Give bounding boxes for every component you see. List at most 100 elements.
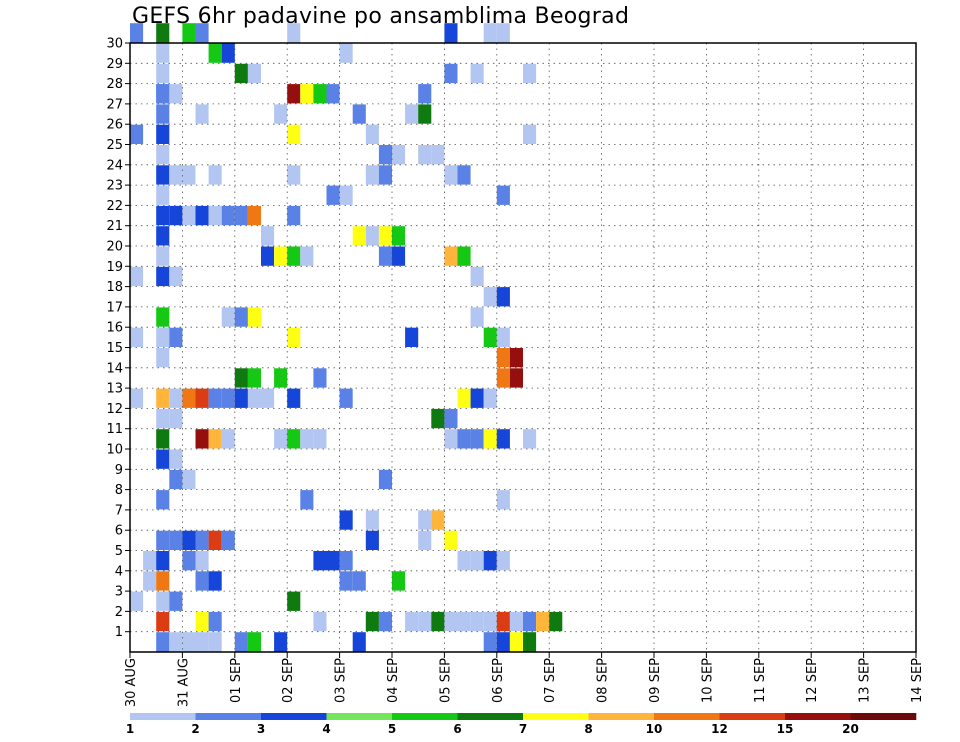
heatmap-cell — [169, 388, 183, 408]
heatmap-cell — [261, 388, 275, 408]
x-tick-label: 07 SEP — [543, 658, 558, 703]
heatmap-cell — [326, 185, 340, 205]
heatmap-cell — [496, 327, 510, 347]
heatmap-cell — [182, 469, 196, 490]
x-tick-label: 12 SEP — [805, 658, 820, 703]
colorbar: 1 2 3 4 5 6 7 8 10 12 15 20 — [126, 713, 917, 736]
heatmap-cell — [130, 388, 144, 408]
heatmap-cell — [182, 205, 196, 226]
y-tick-label: 23 — [106, 179, 123, 194]
heatmap-cell — [195, 551, 209, 571]
heatmap-cell — [509, 368, 523, 388]
heatmap-cell — [261, 226, 275, 246]
heatmap-cell — [431, 408, 445, 429]
heatmap-cell — [156, 165, 170, 185]
heatmap-cell — [287, 165, 301, 185]
heatmap-cell — [221, 43, 235, 63]
heatmap-cell — [234, 632, 248, 652]
y-tick-label: 10 — [106, 443, 123, 458]
heatmap-cell — [339, 510, 353, 530]
heatmap-cell — [156, 429, 170, 449]
x-tick-label: 01 SEP — [229, 658, 244, 703]
colorbar-segment — [850, 713, 917, 720]
heatmap-cell — [143, 551, 157, 571]
y-tick-label: 30 — [106, 37, 123, 52]
heatmap-cell — [287, 429, 301, 449]
y-tick-label: 28 — [106, 77, 123, 92]
heatmap-cell — [287, 205, 301, 226]
heatmap-cell — [457, 165, 471, 185]
heatmap-cells — [130, 23, 563, 652]
heatmap-cell — [156, 43, 170, 63]
heatmap-cell — [195, 632, 209, 652]
heatmap-cell — [483, 551, 497, 571]
heatmap-cell — [457, 551, 471, 571]
heatmap-cell — [300, 246, 314, 266]
heatmap-cell — [326, 551, 340, 571]
heatmap-cell — [431, 510, 445, 530]
colorbar-label: 4 — [322, 722, 330, 736]
heatmap-cell — [405, 611, 419, 632]
heatmap-cell — [182, 165, 196, 185]
heatmap-cell — [496, 490, 510, 510]
y-tick-label: 17 — [106, 300, 123, 315]
heatmap-cell — [392, 226, 406, 246]
heatmap-cell — [352, 104, 366, 124]
heatmap-cell — [169, 632, 183, 652]
heatmap-cell — [392, 246, 406, 266]
heatmap-cell — [365, 124, 379, 144]
colorbar-segment — [523, 713, 589, 720]
heatmap-cell — [195, 530, 209, 550]
heatmap-cell — [156, 226, 170, 246]
heatmap-cell — [130, 23, 144, 43]
heatmap-cell — [156, 551, 170, 571]
heatmap-cell — [221, 530, 235, 550]
heatmap-cell — [365, 226, 379, 246]
y-tick-label: 19 — [106, 260, 123, 275]
heatmap-cell — [156, 84, 170, 104]
heatmap-cell — [169, 408, 183, 429]
heatmap-cell — [496, 632, 510, 652]
heatmap-cell — [496, 287, 510, 307]
heatmap-cell — [169, 84, 183, 104]
colorbar-label: 1 — [126, 722, 134, 736]
heatmap-cell — [208, 632, 222, 652]
x-tick-label: 14 SEP — [910, 658, 925, 703]
heatmap-cell — [208, 571, 222, 591]
y-tick-label: 27 — [106, 97, 123, 112]
heatmap-cell — [457, 388, 471, 408]
heatmap-cell — [313, 611, 327, 632]
colorbar-segment — [588, 713, 655, 720]
x-tick-label: 31 AUG — [176, 658, 191, 707]
heatmap-cell — [156, 632, 170, 652]
heatmap-cell — [169, 165, 183, 185]
heatmap-cell — [287, 591, 301, 611]
heatmap-cell — [156, 348, 170, 368]
heatmap-cell — [195, 205, 209, 226]
colorbar-segment — [719, 713, 786, 720]
heatmap-cell — [418, 84, 432, 104]
heatmap-cell — [483, 611, 497, 632]
heatmap-cell — [156, 185, 170, 205]
heatmap-cell — [470, 266, 484, 287]
heatmap-cell — [195, 23, 209, 43]
heatmap-cell — [156, 246, 170, 266]
heatmap-cell — [156, 63, 170, 84]
y-tick-label: 4 — [115, 564, 123, 579]
heatmap-cell — [352, 226, 366, 246]
x-tick-label: 10 SEP — [700, 658, 715, 703]
heatmap-cell — [247, 368, 261, 388]
heatmap-cell — [365, 165, 379, 185]
y-tick-label: 18 — [106, 280, 123, 295]
heatmap-cell — [378, 611, 392, 632]
heatmap-cell — [523, 632, 537, 652]
heatmap-cell — [156, 104, 170, 124]
heatmap-cell — [169, 266, 183, 287]
grid-lines — [130, 43, 916, 652]
heatmap-cell — [182, 388, 196, 408]
heatmap-cell — [378, 469, 392, 490]
heatmap-cell — [444, 408, 458, 429]
heatmap-cell — [182, 632, 196, 652]
heatmap-cell — [457, 429, 471, 449]
colorbar-label: 15 — [777, 722, 794, 736]
